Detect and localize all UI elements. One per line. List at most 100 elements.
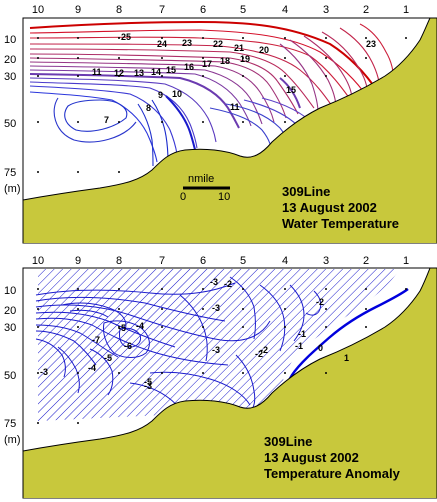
- contour-label: 17: [202, 59, 212, 69]
- station-dot: [325, 57, 327, 59]
- x-tick-label: 1: [403, 4, 409, 16]
- y-tick-label: 10: [4, 34, 16, 46]
- x-tick-label: 4: [282, 255, 288, 267]
- station-dot: [202, 326, 204, 328]
- station-dot: [325, 75, 327, 77]
- station-dot: [365, 37, 367, 39]
- contour-label: 8: [146, 103, 151, 113]
- contour-label: -3: [210, 277, 218, 287]
- contour-label: -2: [224, 279, 232, 289]
- station-dot: [37, 121, 39, 123]
- contour-label: 18: [220, 56, 230, 66]
- contour-label: 15: [166, 65, 176, 75]
- seafloor-bottom: [23, 268, 437, 498]
- y-tick-label: 75: [4, 167, 16, 179]
- station-dot: [325, 372, 327, 374]
- contour-line-18: [29, 61, 275, 123]
- station-dot: [118, 121, 120, 123]
- contour-label: -2: [260, 345, 268, 355]
- contour-label: 21: [234, 43, 244, 53]
- station-dot: [202, 37, 204, 39]
- contour-line-15b: [279, 77, 301, 109]
- contour-line-7b: [53, 97, 137, 143]
- contour-line-19b: [289, 39, 337, 109]
- scale-tick-label: 0: [180, 191, 186, 203]
- station-dot: [284, 75, 286, 77]
- contour-label: 22: [213, 39, 223, 49]
- contour-label: -5: [144, 377, 152, 387]
- anomaly-contour: [259, 284, 286, 352]
- y-tick-label: 20: [4, 305, 16, 317]
- contour-label: -5: [104, 353, 112, 363]
- contour-line-18b: [279, 43, 319, 113]
- station-dot: [77, 171, 79, 173]
- station-dot: [161, 75, 163, 77]
- station-dot: [161, 57, 163, 59]
- x-tick-label: 9: [75, 255, 81, 267]
- x-tick-label: 3: [323, 4, 329, 16]
- station-dot: [365, 308, 367, 310]
- contour-line-14: [29, 77, 217, 143]
- station-dot: [242, 37, 244, 39]
- station-dot: [77, 326, 79, 328]
- anomaly-contour: [229, 276, 256, 340]
- contour-label: 19: [240, 54, 250, 64]
- contour-label: -4: [88, 363, 96, 373]
- contour-label: 20: [259, 45, 269, 55]
- station-dot: [118, 171, 120, 173]
- x-tick-label: 7: [159, 255, 165, 267]
- contour-label: 11: [230, 102, 240, 112]
- contour-labels: 25 24 23 22 21 20 23 19 18 17 16 15 14 1…: [92, 32, 376, 125]
- anomaly-contour: [289, 284, 305, 342]
- caption-line: 13 August 2002: [264, 450, 359, 465]
- contour-label: -3: [144, 381, 152, 391]
- contour-line-7: [64, 99, 128, 132]
- contour-labels: -2 -3 -2 -1 -2 -5 -4 -3 -3 -7 -6 -4 -5 -…: [40, 277, 349, 391]
- anomaly-contour: [35, 311, 176, 348]
- y-tick-label: 30: [4, 71, 16, 83]
- x-tick-label: 2: [363, 255, 369, 267]
- contour-line-8: [137, 103, 154, 167]
- station-dot: [202, 121, 204, 123]
- seafloor-bottom: [23, 18, 437, 243]
- depth-unit-label: (m): [4, 434, 21, 446]
- caption-line: 13 August 2002: [282, 200, 377, 215]
- contour-label: -2: [255, 349, 263, 359]
- y-tick-label: 10: [4, 285, 16, 297]
- station-dot: [202, 308, 204, 310]
- station-dot: [284, 308, 286, 310]
- contour-line-21: [29, 48, 315, 109]
- anomaly-contour: [35, 324, 119, 358]
- anomaly-contour: [57, 346, 80, 394]
- distance-scale: nmile 0 10: [180, 173, 230, 203]
- station-dot: [37, 326, 39, 328]
- station-dot: [37, 372, 39, 374]
- station-dot: [242, 121, 244, 123]
- scale-label: nmile: [188, 173, 214, 185]
- contour-line-20: [29, 53, 299, 115]
- negative-anomaly-region: [38, 269, 400, 421]
- station-dot: [118, 288, 120, 290]
- x-tick-label: 5: [240, 4, 246, 16]
- x-tick-label: 10: [32, 255, 44, 267]
- contour-label: 12: [114, 68, 124, 78]
- y-tick-labels: 10 20 30 50 75 (m): [4, 34, 21, 195]
- contour-label: -6: [124, 341, 132, 351]
- station-dot: [202, 57, 204, 59]
- contour-line-24: [29, 29, 369, 99]
- station-dot: [284, 37, 286, 39]
- station-dot: [284, 372, 286, 374]
- contour-label: -4: [136, 321, 144, 331]
- station-dot: [325, 288, 327, 290]
- station-dot: [77, 288, 79, 290]
- y-tick-label: 50: [4, 370, 16, 382]
- x-tick-label: 2: [363, 4, 369, 16]
- contour-label: 9: [158, 90, 163, 100]
- contour-label: -1: [295, 341, 303, 351]
- station-dot: [405, 37, 407, 39]
- station-dot: [37, 288, 39, 290]
- anomaly-contour: [305, 290, 322, 316]
- station-dot: [284, 326, 286, 328]
- station-dot: [77, 75, 79, 77]
- station-dot: [77, 57, 79, 59]
